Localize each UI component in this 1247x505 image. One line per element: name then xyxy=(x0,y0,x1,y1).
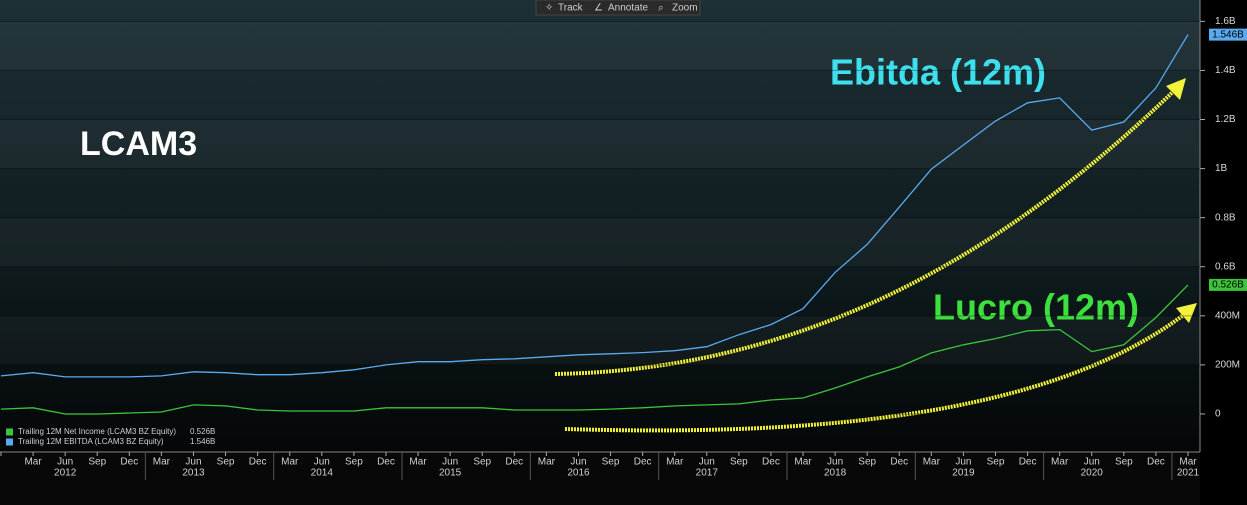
x-tick-label: Sep xyxy=(345,457,363,468)
x-tick-label: Mar xyxy=(153,457,171,468)
y-tick-label: 0.6B xyxy=(1215,261,1236,272)
annotation: Ebitda (12m) xyxy=(830,52,1046,93)
track-icon: ✧ xyxy=(545,3,553,14)
x-tick-label: Jun xyxy=(185,457,201,468)
arrow xyxy=(554,83,1182,376)
legend-swatch xyxy=(6,438,13,446)
legend-value: 0.526B xyxy=(190,427,215,436)
x-tick-label: Dec xyxy=(762,457,780,468)
value-label: 1.546B xyxy=(1212,29,1244,40)
series-line xyxy=(0,284,1189,415)
x-tick-label: Sep xyxy=(602,457,620,468)
x-tick-label: Dec xyxy=(634,457,652,468)
value-label-box xyxy=(1209,278,1247,291)
x-tick-label: Dec xyxy=(377,457,395,468)
x-tick-label: Sep xyxy=(217,457,235,468)
year-label: 2014 xyxy=(311,468,334,479)
x-tick-label: Dec xyxy=(1147,457,1165,468)
x-tick-label: Mar xyxy=(1179,457,1197,468)
x-tick-label: Mar xyxy=(666,457,684,468)
year-label: 2021 xyxy=(1177,468,1200,479)
year-label: 2016 xyxy=(567,468,590,479)
y-tick-label: 0.8B xyxy=(1215,212,1236,223)
x-tick-label: Jun xyxy=(314,457,330,468)
x-tick-label: Jun xyxy=(57,457,73,468)
arrow-head xyxy=(1166,78,1186,100)
x-tick-label: Sep xyxy=(987,457,1005,468)
x-tick-label: Dec xyxy=(890,457,908,468)
x-tick-label: Sep xyxy=(473,457,491,468)
x-tick-label: Sep xyxy=(1115,457,1133,468)
plot-background xyxy=(0,0,1200,452)
y-tick-label: 200M xyxy=(1215,360,1240,371)
value-label-box xyxy=(1209,28,1247,41)
arrow-head xyxy=(1176,303,1197,323)
legend-label: Trailing 12M Net Income (LCAM3 BZ Equity… xyxy=(18,427,176,436)
series-line xyxy=(0,34,1189,378)
x-tick-label: Sep xyxy=(858,457,876,468)
year-label: 2019 xyxy=(952,468,975,479)
year-label: 2012 xyxy=(54,468,77,479)
chart-title: LCAM3 xyxy=(80,125,197,163)
toolbar-button[interactable]: Track xyxy=(558,3,584,14)
year-label: 2017 xyxy=(696,468,719,479)
x-tick-label: Sep xyxy=(730,457,748,468)
zoom-icon: ⌕ xyxy=(658,3,664,14)
x-tick-label: Dec xyxy=(1019,457,1037,468)
y-tick-label: 1B xyxy=(1215,163,1228,174)
y-tick-label: 1.2B xyxy=(1215,114,1236,125)
x-tick-label: Mar xyxy=(281,457,299,468)
x-tick-label: Mar xyxy=(538,457,556,468)
y-tick-label: 400M xyxy=(1215,310,1240,321)
toolbar-button[interactable]: Annotate xyxy=(608,3,648,14)
x-tick-label: Dec xyxy=(249,457,267,468)
year-label: 2013 xyxy=(182,468,205,479)
year-label: 2018 xyxy=(824,468,847,479)
y-tick-label: 0 xyxy=(1215,409,1221,420)
x-tick-label: Dec xyxy=(505,457,523,468)
x-tick-label: Mar xyxy=(923,457,941,468)
x-tick-label: Jun xyxy=(442,457,458,468)
year-label: 2015 xyxy=(439,468,462,479)
x-tick-label: Sep xyxy=(88,457,106,468)
annotation: Lucro (12m) xyxy=(933,287,1139,328)
legend-value: 1.546B xyxy=(190,437,215,446)
x-tick-label: Mar xyxy=(24,457,42,468)
x-tick-label: Mar xyxy=(1051,457,1069,468)
x-tick-label: Jun xyxy=(827,457,843,468)
x-tick-label: Jun xyxy=(955,457,971,468)
x-axis-background xyxy=(0,452,1200,505)
value-label: 0.526B xyxy=(1212,280,1244,291)
x-tick-label: Jun xyxy=(570,457,586,468)
x-tick-label: Mar xyxy=(794,457,812,468)
legend-label: Trailing 12M EBITDA (LCAM3 BZ Equity) xyxy=(18,437,164,446)
legend-swatch xyxy=(6,428,13,436)
toolbar-button[interactable]: Zoom xyxy=(672,3,698,14)
axis-background xyxy=(1200,0,1247,505)
x-tick-label: Mar xyxy=(409,457,427,468)
band xyxy=(0,218,1200,267)
year-label: 2020 xyxy=(1081,468,1104,479)
arrow xyxy=(564,308,1192,433)
x-tick-label: Jun xyxy=(1084,457,1100,468)
toolbar xyxy=(535,0,701,16)
y-tick-label: 1.4B xyxy=(1215,65,1236,76)
x-tick-label: Dec xyxy=(120,457,138,468)
annotate-icon: ∠ xyxy=(594,3,603,14)
x-tick-label: Jun xyxy=(699,457,715,468)
y-tick-label: 1.6B xyxy=(1215,16,1236,27)
